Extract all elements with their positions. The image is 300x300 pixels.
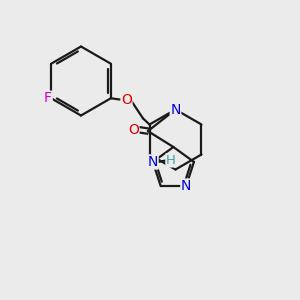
Text: F: F xyxy=(44,91,52,105)
Text: O: O xyxy=(121,93,132,107)
Text: N: N xyxy=(170,103,181,116)
Text: N: N xyxy=(181,179,191,193)
Text: O: O xyxy=(128,123,139,136)
Text: H: H xyxy=(166,154,176,167)
Text: N: N xyxy=(148,155,158,169)
